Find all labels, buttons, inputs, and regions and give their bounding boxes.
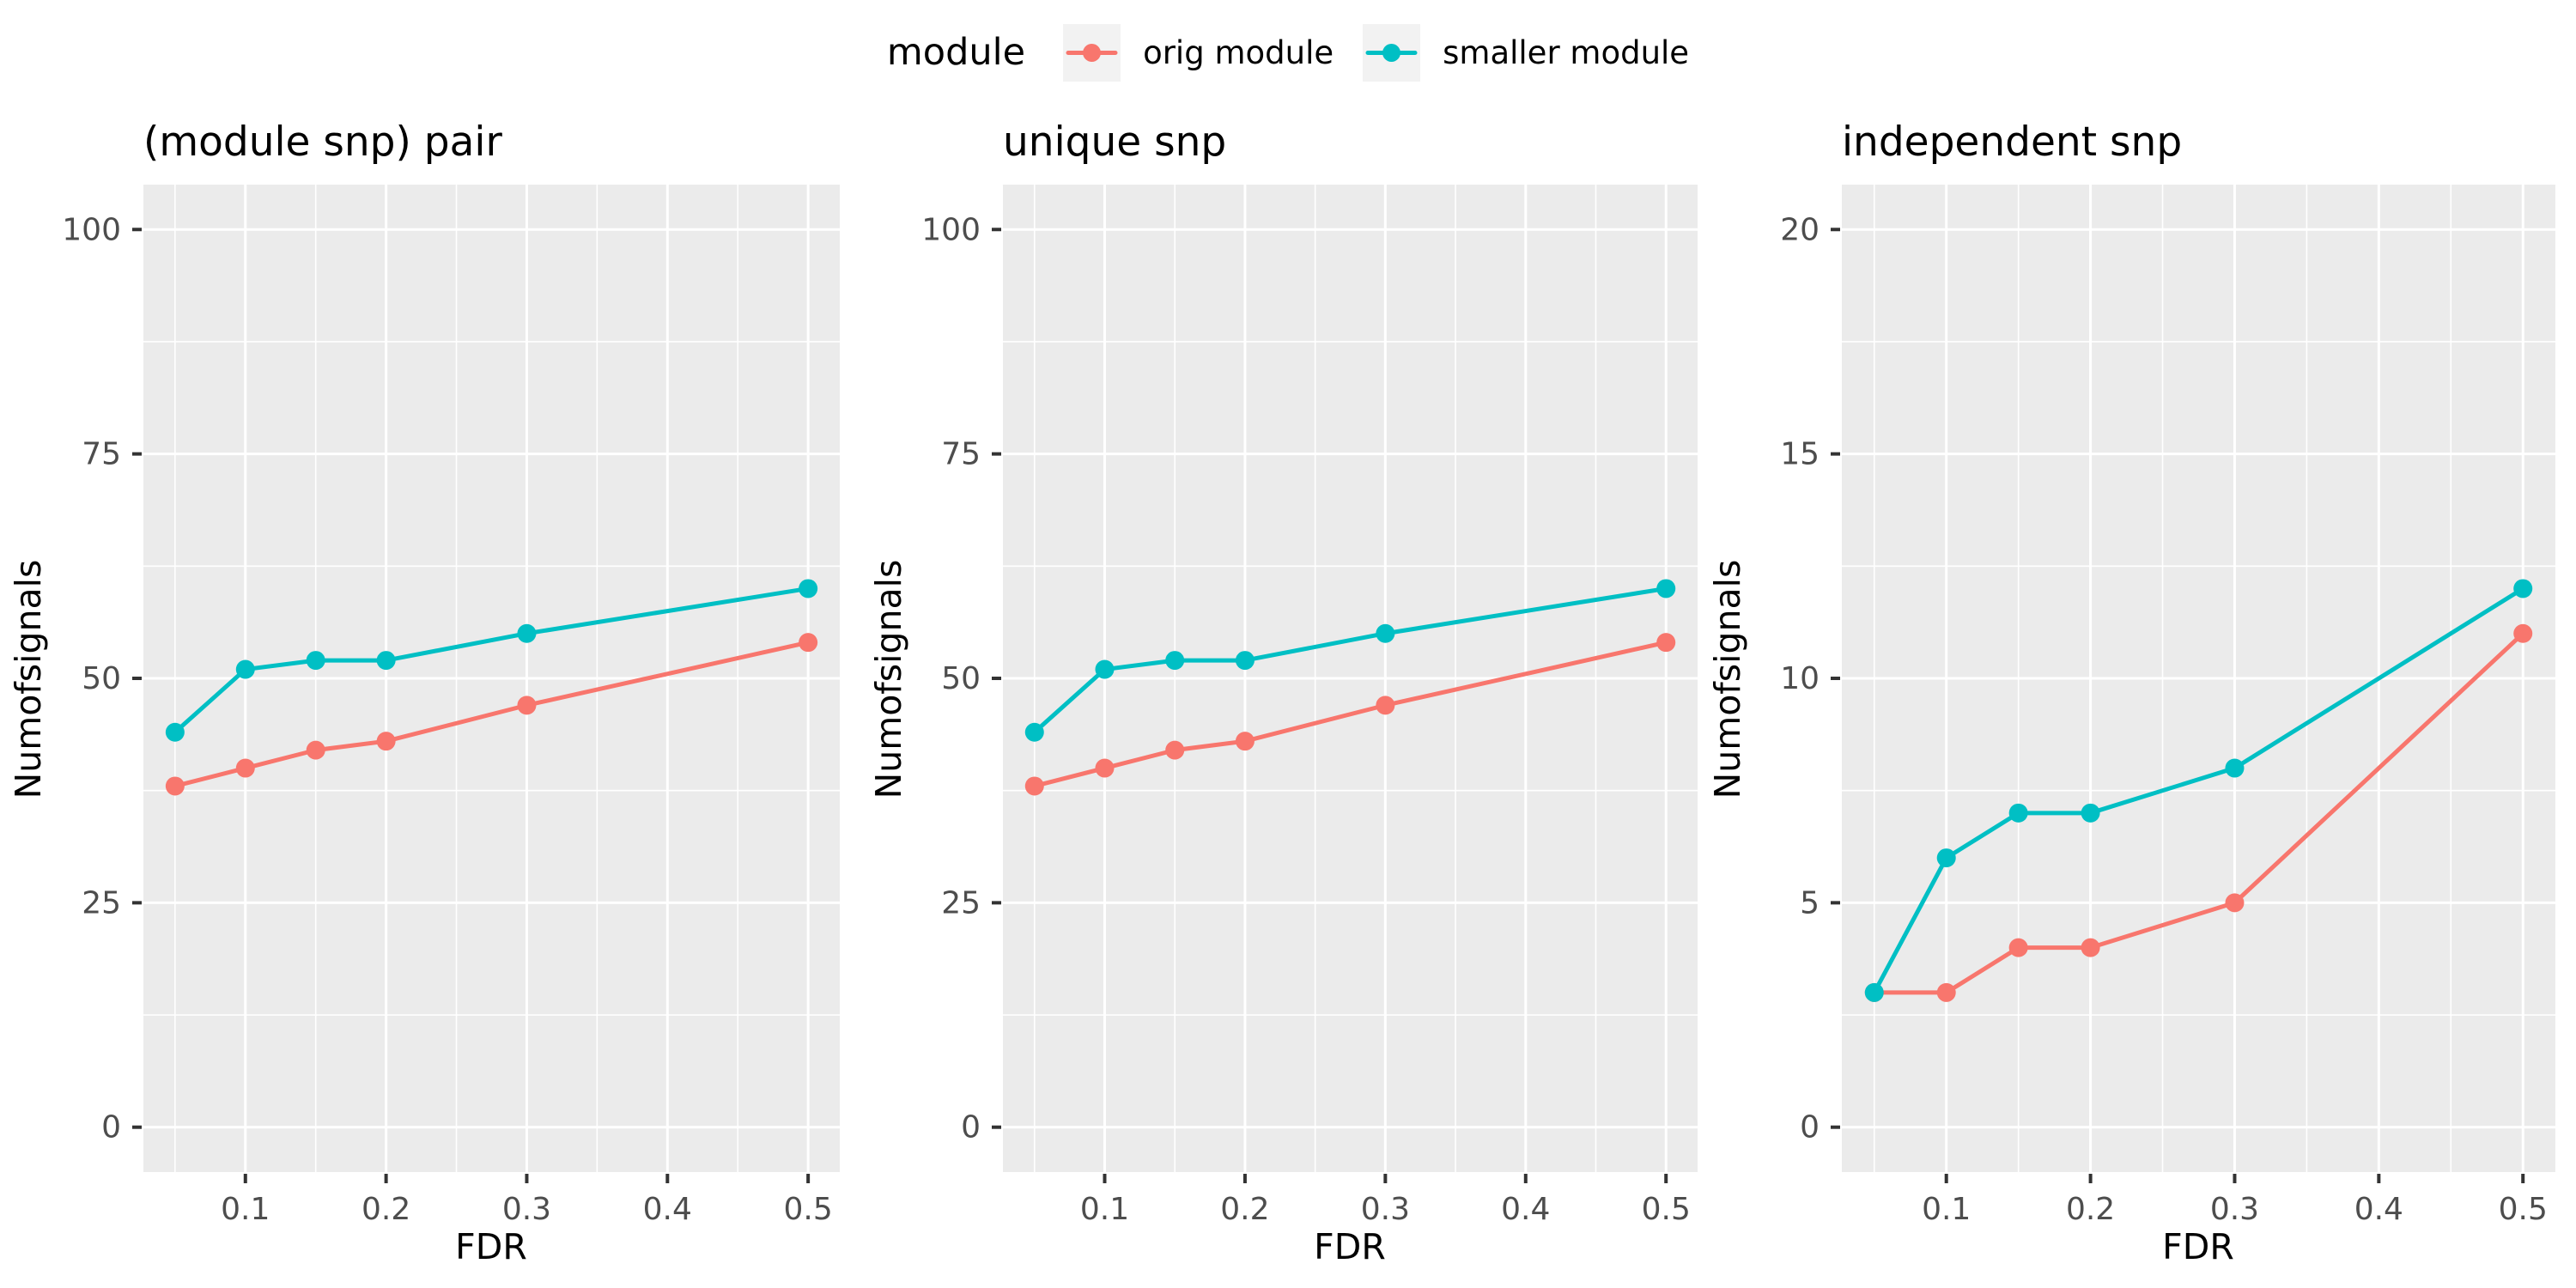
y-axis-title-panel-1: Numofsignals xyxy=(8,559,49,799)
series-line-orig-module xyxy=(173,640,811,788)
y-tick-label: 75 xyxy=(941,437,981,472)
data-point-orig-module xyxy=(2081,938,2100,957)
legend-label-smaller-module: smaller module xyxy=(1443,33,1690,71)
data-point-orig-module xyxy=(235,758,255,778)
data-point-smaller-module xyxy=(1656,579,1676,598)
data-point-smaller-module xyxy=(2081,803,2100,823)
x-axis-title-panel-3: FDR xyxy=(2162,1226,2234,1267)
data-point-smaller-module xyxy=(2008,803,2028,823)
x-tick-label: 0.3 xyxy=(502,1192,551,1227)
legend: module orig module smaller module xyxy=(0,14,2576,91)
data-point-orig-module xyxy=(165,776,185,796)
legend-key-orig-module xyxy=(1063,23,1121,82)
data-point-orig-module xyxy=(2008,938,2028,957)
y-axis-title-panel-2: Numofsignals xyxy=(868,559,909,799)
data-point-smaller-module xyxy=(1376,623,1395,643)
panel-title-independent-snp: independent snp xyxy=(1842,118,2183,166)
y-tick-label: 100 xyxy=(62,212,121,247)
x-tick-label: 0.4 xyxy=(2354,1192,2403,1227)
panel-title-module-snp-pair: (module snp) pair xyxy=(143,118,502,166)
data-point-orig-module xyxy=(799,633,818,653)
panel-title-unique-snp: unique snp xyxy=(1003,118,1227,166)
y-tick-label: 25 xyxy=(82,885,121,920)
data-point-orig-module xyxy=(2513,623,2533,643)
y-tick-label: 100 xyxy=(921,212,981,247)
x-tick-label: 0.5 xyxy=(1642,1192,1691,1227)
series-line-smaller-module xyxy=(1032,586,1668,735)
data-point-smaller-module xyxy=(165,722,185,742)
x-tick-label: 0.3 xyxy=(2210,1192,2259,1227)
data-point-orig-module xyxy=(376,732,396,751)
y-tick-label: 5 xyxy=(1800,885,1820,920)
y-tick-label: 75 xyxy=(82,437,121,472)
y-tick-label: 50 xyxy=(82,661,121,696)
x-tick-label: 0.2 xyxy=(2066,1192,2115,1227)
y-axis-title-panel-3: Numofsignals xyxy=(1707,559,1748,799)
x-tick-label: 0.5 xyxy=(784,1192,833,1227)
x-tick-label: 0.1 xyxy=(221,1192,270,1227)
x-axis-title-panel-1: FDR xyxy=(455,1226,527,1267)
y-tick-label: 50 xyxy=(941,661,981,696)
data-point-smaller-module xyxy=(1024,722,1044,742)
legend-key-point xyxy=(1083,43,1102,62)
data-point-orig-module xyxy=(306,740,325,760)
data-point-smaller-module xyxy=(1864,982,1884,1002)
y-tick-label: 10 xyxy=(1780,661,1820,696)
data-point-smaller-module xyxy=(2225,758,2245,778)
x-tick-label: 0.5 xyxy=(2499,1192,2548,1227)
y-tick-label: 0 xyxy=(101,1110,121,1145)
data-point-orig-module xyxy=(1095,758,1115,778)
y-tick-label: 20 xyxy=(1780,212,1820,247)
data-point-smaller-module xyxy=(376,651,396,671)
data-point-orig-module xyxy=(517,696,537,715)
y-tick-label: 0 xyxy=(1800,1110,1820,1145)
legend-key-smaller-module xyxy=(1363,23,1421,82)
data-point-orig-module xyxy=(1235,732,1255,751)
x-tick-label: 0.1 xyxy=(1922,1192,1971,1227)
data-point-orig-module xyxy=(1165,740,1185,760)
x-tick-label: 0.3 xyxy=(1361,1192,1410,1227)
y-tick-label: 25 xyxy=(941,885,981,920)
data-point-orig-module xyxy=(1024,776,1044,796)
x-tick-label: 0.2 xyxy=(1220,1192,1269,1227)
data-point-orig-module xyxy=(2225,893,2245,913)
data-point-smaller-module xyxy=(1235,651,1255,671)
data-point-smaller-module xyxy=(517,623,537,643)
series-line-smaller-module xyxy=(173,586,811,735)
data-point-smaller-module xyxy=(1936,848,1956,868)
data-point-smaller-module xyxy=(235,659,255,679)
x-axis-title-panel-2: FDR xyxy=(1314,1226,1386,1267)
series-line-orig-module xyxy=(1872,631,2525,995)
data-point-smaller-module xyxy=(1165,651,1185,671)
series-line-smaller-module xyxy=(1872,586,2525,995)
series-line-orig-module xyxy=(1032,640,1668,788)
data-point-smaller-module xyxy=(2513,579,2533,598)
legend-label-orig-module: orig module xyxy=(1143,33,1334,71)
data-point-smaller-module xyxy=(799,579,818,598)
x-tick-label: 0.4 xyxy=(1501,1192,1550,1227)
data-point-orig-module xyxy=(1936,982,1956,1002)
y-tick-label: 15 xyxy=(1780,437,1820,472)
data-point-orig-module xyxy=(1656,633,1676,653)
x-tick-label: 0.4 xyxy=(643,1192,692,1227)
x-tick-label: 0.1 xyxy=(1080,1192,1129,1227)
legend-key-point xyxy=(1382,43,1401,62)
legend-title: module xyxy=(886,31,1026,74)
data-point-orig-module xyxy=(1376,696,1395,715)
y-tick-label: 0 xyxy=(961,1110,981,1145)
x-tick-label: 0.2 xyxy=(361,1192,410,1227)
data-point-smaller-module xyxy=(306,651,325,671)
data-point-smaller-module xyxy=(1095,659,1115,679)
